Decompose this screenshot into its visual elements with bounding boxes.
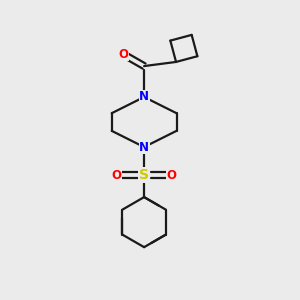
Text: N: N [139,91,149,103]
Text: O: O [112,169,122,182]
Text: O: O [118,48,128,61]
Text: N: N [139,141,149,154]
Text: S: S [139,168,149,182]
Text: O: O [167,169,176,182]
